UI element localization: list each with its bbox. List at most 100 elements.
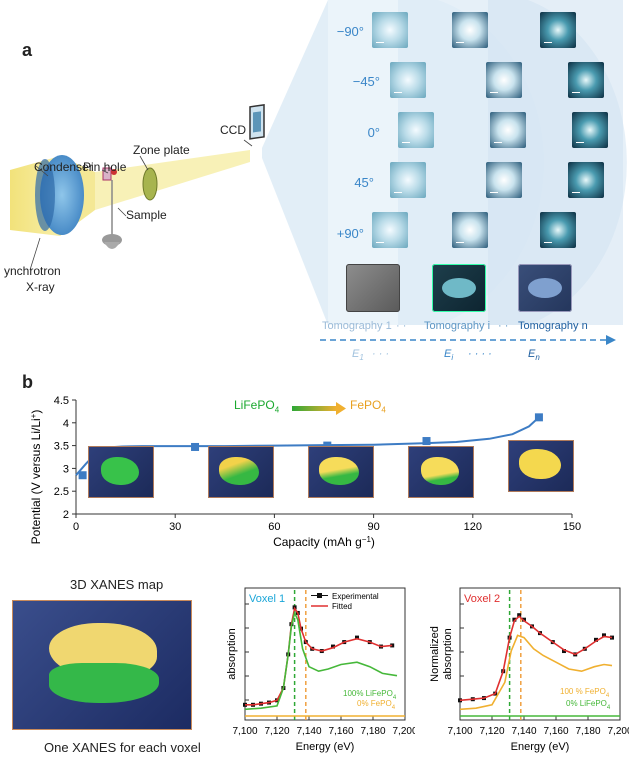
x-tick-label: 90 bbox=[367, 521, 379, 533]
ref-label-1: 100 % FePO4 bbox=[560, 687, 610, 699]
panel-b-letter: b bbox=[22, 372, 33, 392]
projection-thumb bbox=[490, 112, 526, 148]
x-tick-label: 120 bbox=[464, 521, 482, 533]
projection-thumb bbox=[372, 12, 408, 48]
voxel-state-1 bbox=[88, 446, 154, 498]
pinhole bbox=[102, 167, 112, 181]
x-axis-label: Capacity (mAh g−1) bbox=[273, 535, 375, 550]
ref-label-2: 0% LiFePO4 bbox=[566, 699, 611, 711]
pinhole-label: Pin hole bbox=[83, 160, 127, 174]
y-tick-label: 4 bbox=[63, 418, 69, 430]
tomography-volume-n bbox=[518, 264, 572, 312]
voxel-title: Voxel 2 bbox=[464, 593, 500, 605]
experimental-point bbox=[355, 635, 359, 640]
tomography-volume-1 bbox=[346, 264, 400, 312]
y-axis-label-line1: Normalized bbox=[429, 626, 441, 682]
y-axis-label: Potential (V versus Li/Li+) bbox=[29, 410, 44, 545]
y-tick-label: 2 bbox=[63, 509, 69, 521]
angle-label-1: −90° bbox=[336, 24, 364, 39]
projection-thumb bbox=[372, 212, 408, 248]
voxel-title: Voxel 1 bbox=[249, 593, 285, 605]
x-tick-label: 7,140 bbox=[511, 726, 536, 737]
source-label-line2: X-ray bbox=[26, 280, 55, 294]
experimental-point bbox=[602, 633, 606, 638]
spectrum-line bbox=[459, 615, 613, 702]
x-tick-label: 7,100 bbox=[447, 726, 472, 737]
projection-thumb bbox=[398, 112, 434, 148]
angle-label-2: −45° bbox=[352, 74, 380, 89]
x-tick-label: 0 bbox=[73, 521, 79, 533]
zone-plate bbox=[142, 167, 158, 201]
projection-thumb bbox=[486, 62, 522, 98]
y-tick-label: 3.5 bbox=[54, 441, 69, 453]
angle-label-4: 45° bbox=[354, 175, 374, 190]
spectrum-line bbox=[244, 610, 398, 711]
tomography-label-i: Tomography i bbox=[424, 320, 491, 332]
projection-thumb bbox=[452, 212, 488, 248]
panel-a-letter: a bbox=[22, 40, 33, 60]
spectrum-line bbox=[459, 634, 613, 711]
capacity-marker bbox=[191, 442, 200, 451]
y-tick-label: 4.5 bbox=[54, 395, 69, 407]
zoneplate-label: Zone plate bbox=[133, 143, 190, 157]
projection-thumb bbox=[540, 12, 576, 48]
projection-thumb bbox=[390, 162, 426, 198]
angle-label-5: +90° bbox=[336, 226, 364, 241]
dots-2: · · bbox=[498, 320, 509, 332]
energy-dots-2: · · · · bbox=[468, 348, 492, 360]
experimental-point bbox=[458, 698, 462, 703]
xanes-map-volume bbox=[12, 600, 192, 730]
condenser-label: Condenser bbox=[34, 160, 93, 174]
legend-exp-label: Experimental bbox=[332, 592, 379, 601]
projection-thumb bbox=[568, 62, 604, 98]
sample-label: Sample bbox=[126, 208, 167, 222]
xanes-map-title: 3D XANES map bbox=[70, 577, 164, 592]
ccd-label: CCD bbox=[220, 123, 246, 137]
x-tick-label: 30 bbox=[169, 521, 181, 533]
xanes-voxel1-chart: 7,100 7,120 7,140 7,160 7,180 7,200 Voxel 1 Ene… bbox=[226, 587, 415, 753]
projection-thumb bbox=[540, 212, 576, 248]
projection-thumb bbox=[452, 12, 488, 48]
experimental-point bbox=[331, 644, 335, 649]
tomography-label-n: Tomography n bbox=[518, 320, 588, 332]
voxel-state-4 bbox=[408, 446, 474, 498]
x-tick-label: 150 bbox=[563, 521, 581, 533]
energy-label-1: E1 bbox=[352, 348, 364, 363]
experimental-point bbox=[512, 617, 517, 622]
x-tick-label: 7,160 bbox=[543, 726, 568, 737]
y-axis-label-line2: absorption bbox=[442, 628, 454, 679]
energy-label-n: En bbox=[528, 348, 540, 363]
voxel-state-3 bbox=[308, 446, 374, 498]
angle-label-3: 0° bbox=[367, 125, 380, 140]
experimental-point bbox=[562, 649, 566, 654]
x-axis-label: Energy (eV) bbox=[511, 741, 570, 753]
legend-fit-label: Fitted bbox=[332, 602, 352, 611]
legend-to: FePO4 bbox=[350, 398, 386, 415]
experimental-point bbox=[522, 617, 526, 622]
ref-label-2: 0% FePO4 bbox=[357, 699, 396, 711]
x-tick-label: 7,180 bbox=[575, 726, 600, 737]
x-tick-label: 7,120 bbox=[479, 726, 504, 737]
projection-thumb bbox=[486, 162, 522, 198]
x-tick-label: 7,120 bbox=[264, 726, 289, 737]
y-tick-label: 3 bbox=[63, 463, 69, 475]
y-axis-label: absorption bbox=[226, 628, 238, 679]
y-tick-label: 2.5 bbox=[54, 486, 69, 498]
xanes-voxel2-chart: 7,100 7,120 7,140 7,160 7,180 7,200 Voxel 2 Ene… bbox=[429, 587, 629, 753]
x-tick-label: 7,160 bbox=[328, 726, 353, 737]
x-tick-label: 7,200 bbox=[392, 726, 415, 737]
capacity-marker bbox=[422, 437, 431, 446]
experimental-point bbox=[594, 637, 598, 642]
energy-label-i: Ei bbox=[444, 348, 454, 363]
tomography-volume-i bbox=[432, 264, 486, 312]
plot-frame bbox=[244, 587, 406, 721]
x-tick-label: 7,180 bbox=[360, 726, 385, 737]
capacity-marker bbox=[323, 441, 332, 450]
spectrum-line bbox=[245, 606, 393, 706]
x-tick-label: 7,100 bbox=[232, 726, 257, 737]
x-axis-label: Energy (eV) bbox=[296, 741, 355, 753]
xanes-map-caption: One XANES for each voxel bbox=[44, 740, 201, 755]
dots-1: · · bbox=[396, 320, 407, 332]
voxel-state-2 bbox=[208, 446, 274, 498]
projection-thumb bbox=[568, 162, 604, 198]
